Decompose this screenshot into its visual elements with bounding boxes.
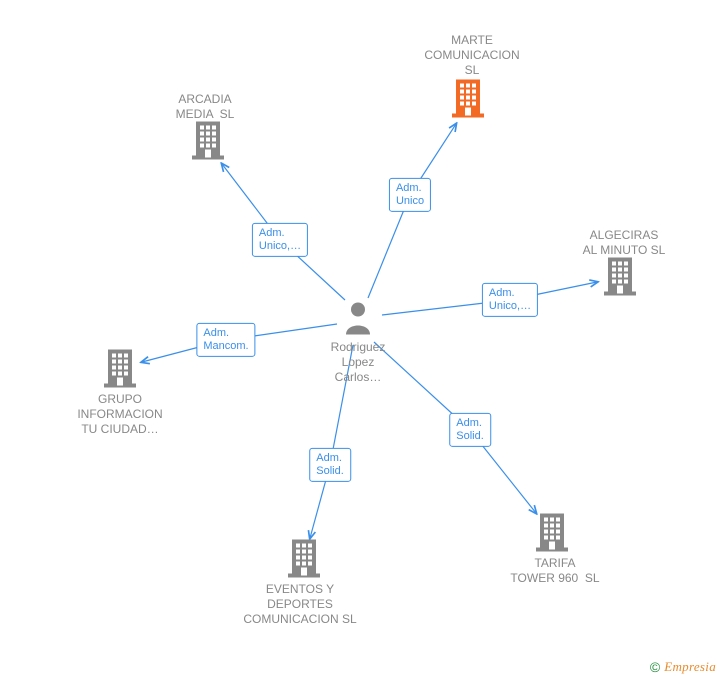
person-icon xyxy=(342,301,374,340)
edge-segment xyxy=(374,342,470,430)
building-icon xyxy=(190,120,226,165)
diagram-canvas xyxy=(0,0,728,685)
copyright: © Empresia xyxy=(650,659,716,675)
edge-segment xyxy=(310,465,330,538)
edge-segment xyxy=(470,430,536,513)
building-icon xyxy=(102,348,138,393)
edge-segment xyxy=(222,164,280,240)
building-icon xyxy=(602,256,638,301)
edge-segment xyxy=(226,324,337,340)
brand-name: Empresia xyxy=(664,659,716,675)
edge-segment xyxy=(410,124,456,195)
edge-segment xyxy=(142,340,226,362)
edge-segment xyxy=(368,195,410,298)
edge-segment xyxy=(330,345,353,465)
building-icon xyxy=(286,538,322,583)
edge-segment xyxy=(510,282,597,300)
copyright-symbol: © xyxy=(650,659,660,675)
building-icon xyxy=(534,512,570,557)
edge-segment xyxy=(382,300,510,315)
edge-segment xyxy=(280,240,345,300)
building-icon xyxy=(450,78,486,123)
